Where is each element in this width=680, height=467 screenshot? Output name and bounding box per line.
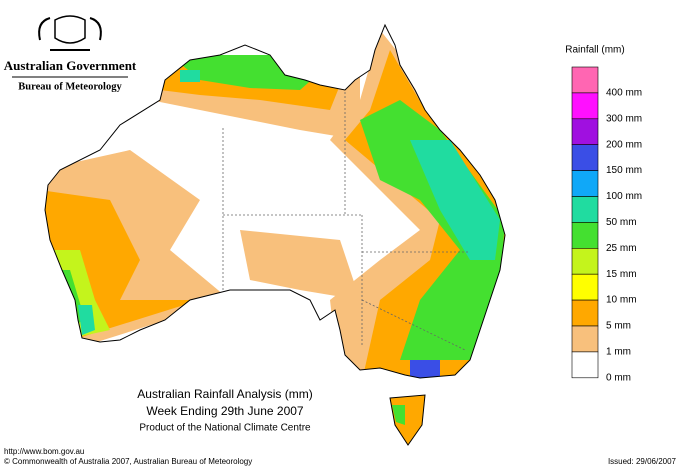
legend-swatch: [571, 118, 599, 146]
legend-label: 25 mm: [606, 243, 637, 254]
legend-swatch: [571, 66, 599, 94]
legend-swatch: [571, 170, 599, 197]
legend-title: Rainfall (mm): [565, 45, 624, 56]
footer-issued: Issued: 29/06/2007: [608, 457, 677, 466]
legend-label: 400 mm: [606, 88, 642, 99]
legend-swatch: [571, 299, 599, 327]
logo: [38, 15, 102, 51]
footer-copyright: © Commonwealth of Australia 2007, Austra…: [4, 457, 252, 466]
legend-swatch: [571, 351, 599, 379]
footer-url: http://www.bom.gov.au: [4, 447, 84, 456]
legend-swatch: [571, 92, 599, 120]
legend-label: 5 mm: [606, 321, 631, 332]
legend-label: 50 mm: [606, 217, 637, 228]
australia-map: [44, 24, 506, 446]
legend-swatch: [571, 248, 599, 275]
map-subtitle: Week Ending 29th June 2007: [146, 404, 304, 418]
legend-swatch: [571, 325, 599, 353]
legend-label: 100 mm: [606, 191, 642, 202]
legend-label: 15 mm: [606, 269, 637, 280]
map-credit: Product of the National Climate Centre: [139, 423, 311, 434]
legend-label: 0 mm: [606, 372, 631, 383]
legend-swatch: [571, 144, 599, 171]
legend-label: 10 mm: [606, 295, 637, 306]
header-title: Australian Government: [4, 58, 137, 73]
legend-label: 150 mm: [606, 165, 642, 176]
legend-label: 1 mm: [606, 347, 631, 358]
legend-swatch: [571, 273, 599, 301]
legend-swatch: [571, 222, 599, 249]
map-title: Australian Rainfall Analysis (mm): [137, 387, 312, 401]
legend: 400 mm 300 mm 200 mm 150 mm 100 mm 50 mm 25 mm…: [571, 66, 642, 383]
legend-swatch: [571, 196, 599, 223]
header-subtitle: Bureau of Meteorology: [18, 81, 122, 92]
legend-label: 300 mm: [606, 113, 642, 124]
legend-label: 200 mm: [606, 139, 642, 150]
